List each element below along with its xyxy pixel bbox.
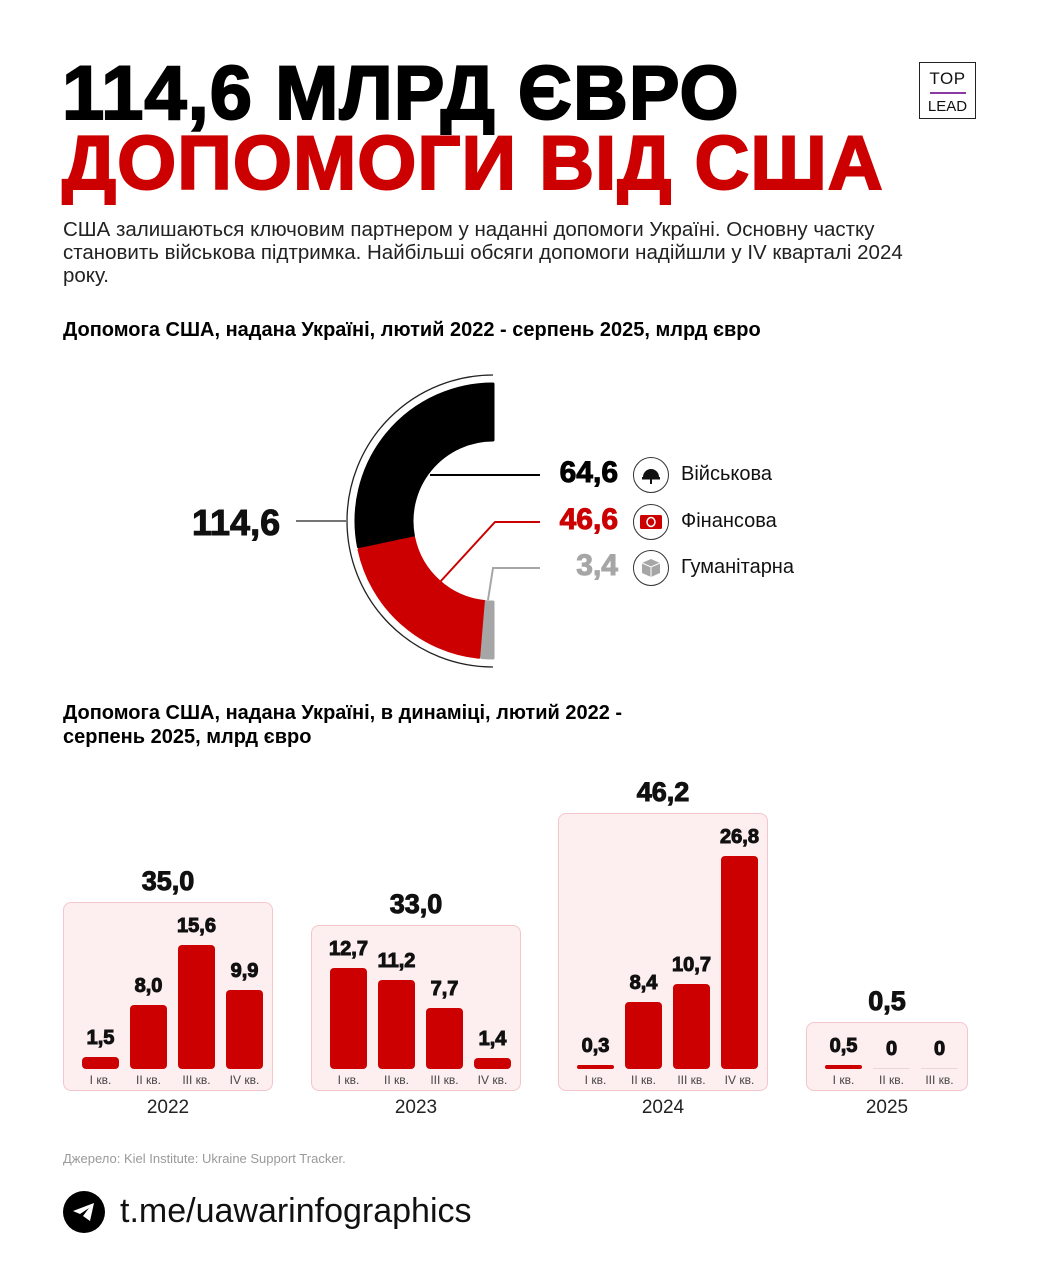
bar-value: 0,5 — [829, 1035, 858, 1058]
telegram-icon[interactable] — [63, 1191, 105, 1233]
bar-value: 10,7 — [672, 953, 712, 976]
slice-name-1: Фінансова — [681, 510, 777, 532]
bar — [873, 1068, 910, 1069]
year-label: 2022 — [146, 1097, 190, 1118]
bar — [474, 1057, 511, 1069]
quarter-label: I кв. — [337, 1073, 360, 1087]
bar-value: 0 — [933, 1038, 946, 1061]
quarter-label: IV кв. — [477, 1073, 508, 1087]
banknote-icon — [633, 504, 669, 540]
quarter-label: I кв. — [832, 1073, 855, 1087]
leader-financial — [439, 521, 540, 583]
leader-humanitarian — [487, 567, 540, 601]
slice-value-2: 3,4 — [576, 549, 619, 583]
bar-value: 0 — [885, 1038, 898, 1061]
bar-value: 15,6 — [177, 914, 217, 937]
quarter-label: II кв. — [136, 1073, 161, 1087]
title-line-1: 114,6 МЛРД ЄВРО — [61, 51, 740, 136]
bar-value: 12,7 — [329, 938, 369, 961]
quarter-label: III кв. — [182, 1073, 211, 1087]
quarter-label: III кв. — [430, 1073, 459, 1087]
bar-value: 1,4 — [478, 1027, 507, 1050]
source-note: Джерело: Kiel Institute: Ukraine Support… — [63, 1151, 346, 1166]
top-lead-logo: TOP LEAD — [919, 62, 976, 119]
bar-title: Допомога США, надана Україні, в динаміці… — [63, 702, 623, 748]
bar — [226, 990, 263, 1069]
bar-value: 7,7 — [430, 977, 459, 1000]
quarter-label: II кв. — [631, 1073, 656, 1087]
slice-value-1: 46,6 — [559, 503, 618, 537]
donut-total: 114,6 — [191, 502, 281, 544]
title-line-2: ДОПОМОГИ ВІД США — [61, 121, 884, 206]
bar — [673, 983, 710, 1069]
year-label: 2025 — [865, 1097, 909, 1118]
quarter-label: I кв. — [89, 1073, 112, 1087]
bar — [330, 968, 367, 1069]
bar-value: 11,2 — [377, 949, 416, 972]
logo-divider — [929, 92, 966, 94]
quarter-label: IV кв. — [724, 1073, 755, 1087]
bar — [625, 1002, 662, 1069]
slice-value-0: 64,6 — [559, 456, 618, 490]
donut-slice-2 — [480, 600, 495, 660]
donut-chart — [296, 374, 540, 668]
bar-value: 9,9 — [230, 960, 259, 983]
quarter-label: II кв. — [879, 1073, 904, 1087]
bar-value: 0,3 — [581, 1035, 610, 1058]
quarter-label: IV кв. — [229, 1073, 260, 1087]
quarter-label: III кв. — [677, 1073, 706, 1087]
bar — [577, 1065, 614, 1069]
bar — [921, 1068, 958, 1069]
slice-name-0: Військова — [681, 463, 772, 485]
year-label: 2023 — [394, 1097, 438, 1118]
bar-value: 26,8 — [720, 825, 760, 848]
year-total: 35,0 — [141, 865, 195, 896]
bar — [426, 1007, 463, 1069]
quarter-label: III кв. — [925, 1073, 954, 1087]
bar-value: 8,4 — [629, 972, 658, 995]
logo-bottom: LEAD — [927, 97, 968, 115]
bar — [178, 944, 215, 1069]
outer-arc — [346, 374, 494, 668]
bar-value: 1,5 — [86, 1027, 115, 1050]
year-total: 33,0 — [389, 889, 443, 920]
year-label: 2024 — [641, 1097, 685, 1118]
donut-title: Допомога США, надана Україні, лютий 2022… — [63, 319, 761, 341]
year-total: 0,5 — [868, 986, 907, 1017]
bar-value: 8,0 — [134, 975, 163, 998]
telegram-link[interactable]: t.me/uawarinfographics — [120, 1192, 472, 1230]
bar — [825, 1065, 862, 1069]
quarter-label: I кв. — [584, 1073, 607, 1087]
bar — [82, 1057, 119, 1069]
year-box-2025 — [806, 1022, 968, 1091]
quarter-label: II кв. — [384, 1073, 409, 1087]
box-icon — [633, 550, 669, 586]
slice-name-2: Гуманітарна — [681, 556, 794, 578]
donut-slice-1 — [357, 536, 487, 659]
donut-slice-0 — [354, 382, 495, 549]
bar — [130, 1005, 167, 1069]
intro-text: США залишаються ключовим партнером у над… — [63, 218, 903, 287]
bar — [721, 855, 758, 1069]
military-helmet-icon — [633, 457, 669, 493]
year-total: 46,2 — [636, 776, 690, 807]
logo-top: TOP — [929, 69, 966, 88]
bar — [378, 979, 415, 1069]
